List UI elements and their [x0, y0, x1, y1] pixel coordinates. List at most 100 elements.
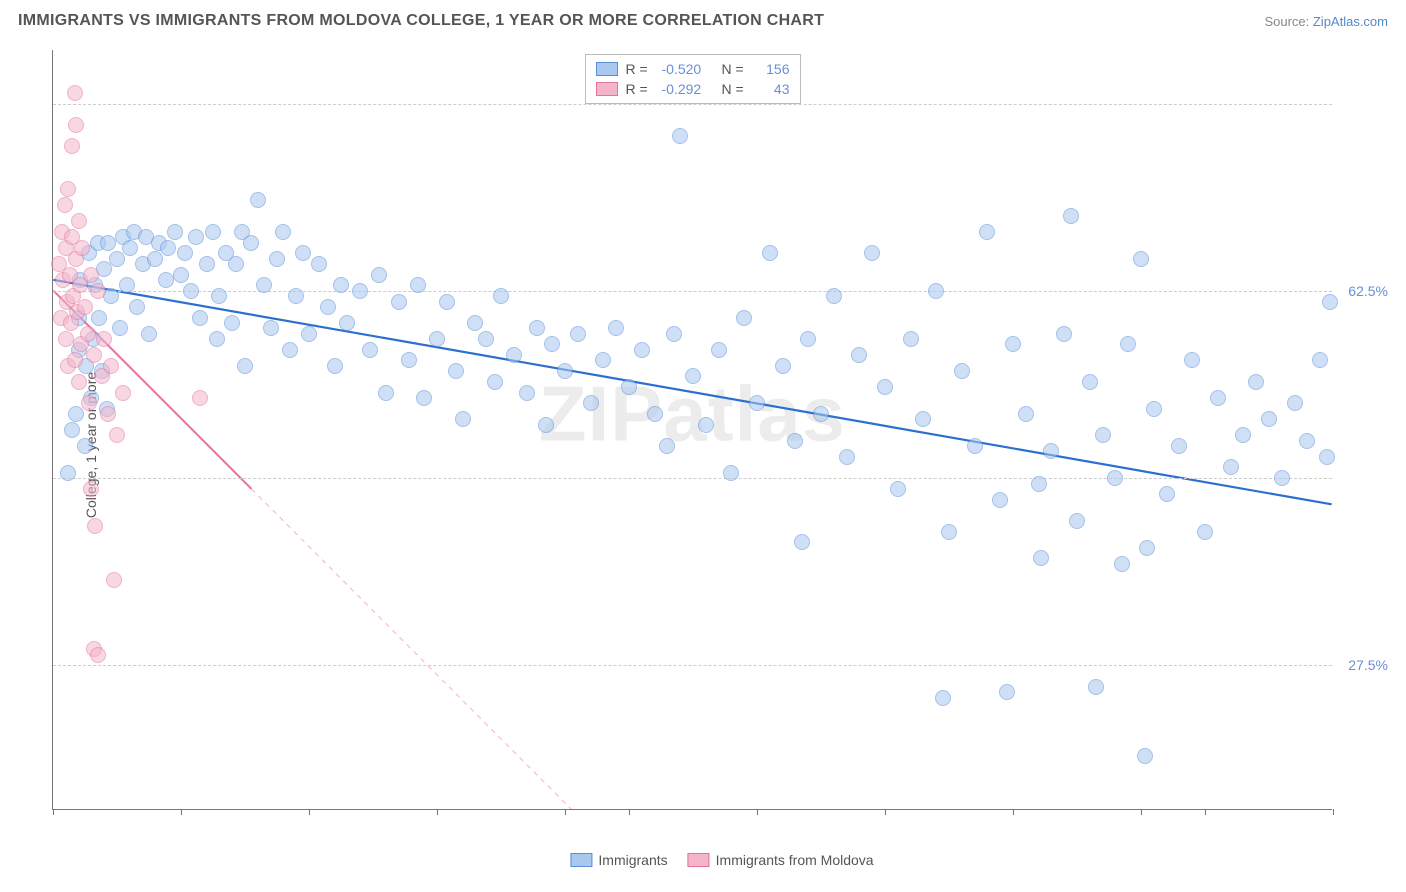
scatter-point — [467, 315, 483, 331]
scatter-point — [119, 277, 135, 293]
scatter-point — [478, 331, 494, 347]
scatter-point — [762, 245, 778, 261]
scatter-point — [915, 411, 931, 427]
legend-r-value: -0.292 — [662, 81, 714, 97]
trend-line — [53, 280, 1331, 504]
scatter-point — [1287, 395, 1303, 411]
scatter-point — [158, 272, 174, 288]
scatter-point — [1223, 459, 1239, 475]
legend-n-label: N = — [722, 81, 750, 97]
scatter-point — [141, 326, 157, 342]
scatter-point — [288, 288, 304, 304]
x-tick — [1141, 809, 1142, 815]
scatter-point — [1043, 443, 1059, 459]
scatter-point — [115, 385, 131, 401]
scatter-point — [64, 422, 80, 438]
scatter-point — [621, 379, 637, 395]
scatter-point — [282, 342, 298, 358]
scatter-point — [487, 374, 503, 390]
scatter-point — [1133, 251, 1149, 267]
x-tick — [309, 809, 310, 815]
scatter-point — [1171, 438, 1187, 454]
scatter-point — [74, 240, 90, 256]
scatter-point — [177, 245, 193, 261]
scatter-point — [228, 256, 244, 272]
scatter-point — [941, 524, 957, 540]
scatter-point — [58, 331, 74, 347]
scatter-point — [557, 363, 573, 379]
scatter-point — [787, 433, 803, 449]
scatter-point — [672, 128, 688, 144]
scatter-point — [519, 385, 535, 401]
scatter-point — [979, 224, 995, 240]
scatter-point — [352, 283, 368, 299]
scatter-point — [188, 229, 204, 245]
scatter-point — [68, 117, 84, 133]
legend-swatch — [688, 853, 710, 867]
scatter-point — [1248, 374, 1264, 390]
scatter-point — [1322, 294, 1338, 310]
scatter-point — [1107, 470, 1123, 486]
scatter-point — [275, 224, 291, 240]
scatter-point — [1299, 433, 1315, 449]
y-tick-label: 62.5% — [1348, 283, 1388, 299]
legend-stat-row: R =-0.292N =43 — [596, 79, 790, 99]
scatter-point — [71, 213, 87, 229]
scatter-point — [890, 481, 906, 497]
scatter-point — [224, 315, 240, 331]
scatter-point — [493, 288, 509, 304]
scatter-point — [794, 534, 810, 550]
legend-swatch — [596, 62, 618, 76]
plot-area: ZIPatlas R =-0.520N =156R =-0.292N =43 2… — [52, 50, 1332, 810]
scatter-point — [410, 277, 426, 293]
legend-series-item: Immigrants from Moldova — [688, 852, 874, 868]
scatter-point — [839, 449, 855, 465]
source-link[interactable]: ZipAtlas.com — [1313, 14, 1388, 29]
scatter-point — [1031, 476, 1047, 492]
scatter-point — [864, 245, 880, 261]
scatter-point — [685, 368, 701, 384]
scatter-point — [311, 256, 327, 272]
scatter-point — [1146, 401, 1162, 417]
scatter-point — [903, 331, 919, 347]
scatter-point — [698, 417, 714, 433]
scatter-point — [371, 267, 387, 283]
x-tick — [885, 809, 886, 815]
scatter-point — [183, 283, 199, 299]
scatter-point — [67, 85, 83, 101]
legend-series-label: Immigrants from Moldova — [716, 852, 874, 868]
x-tick — [1013, 809, 1014, 815]
scatter-point — [192, 310, 208, 326]
scatter-point — [192, 390, 208, 406]
scatter-point — [992, 492, 1008, 508]
scatter-point — [954, 363, 970, 379]
scatter-point — [1312, 352, 1328, 368]
scatter-point — [378, 385, 394, 401]
scatter-point — [1159, 486, 1175, 502]
scatter-point — [100, 235, 116, 251]
scatter-point — [1235, 427, 1251, 443]
scatter-point — [877, 379, 893, 395]
scatter-point — [339, 315, 355, 331]
scatter-point — [77, 299, 93, 315]
legend-stat-row: R =-0.520N =156 — [596, 59, 790, 79]
scatter-point — [775, 358, 791, 374]
source-attribution: Source: ZipAtlas.com — [1264, 14, 1388, 29]
scatter-point — [167, 224, 183, 240]
scatter-point — [1274, 470, 1290, 486]
scatter-point — [538, 417, 554, 433]
scatter-point — [80, 326, 96, 342]
scatter-point — [1319, 449, 1335, 465]
scatter-point — [723, 465, 739, 481]
scatter-point — [199, 256, 215, 272]
scatter-point — [1033, 550, 1049, 566]
scatter-point — [103, 358, 119, 374]
scatter-point — [749, 395, 765, 411]
scatter-point — [1095, 427, 1111, 443]
scatter-point — [1210, 390, 1226, 406]
scatter-point — [106, 572, 122, 588]
x-tick — [53, 809, 54, 815]
scatter-point — [544, 336, 560, 352]
scatter-point — [87, 518, 103, 534]
scatter-point — [173, 267, 189, 283]
